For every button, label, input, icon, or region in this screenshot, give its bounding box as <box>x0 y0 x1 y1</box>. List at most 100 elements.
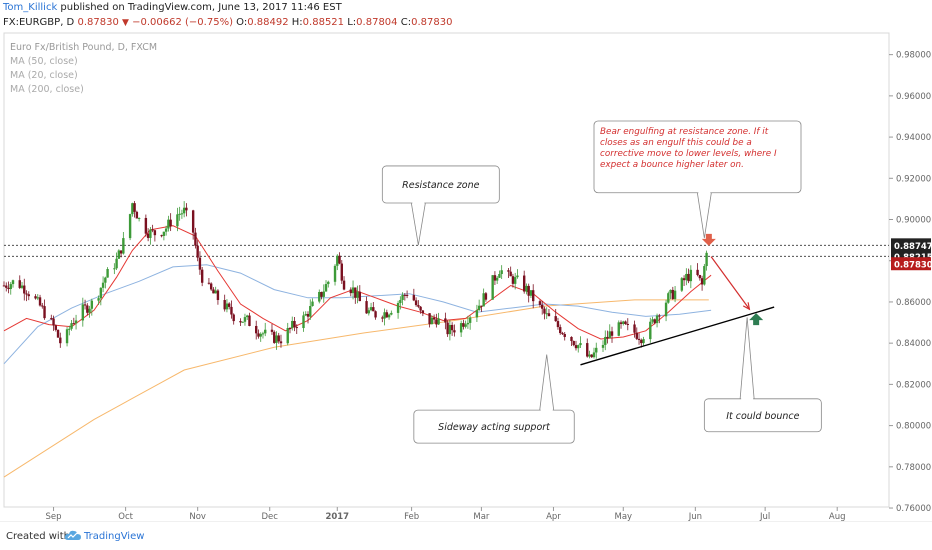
candle-body <box>525 285 528 292</box>
candle <box>239 318 242 327</box>
candle <box>522 270 526 294</box>
candle <box>421 309 425 317</box>
candle-body <box>671 289 675 300</box>
candle <box>164 225 168 236</box>
candle-body <box>477 305 481 311</box>
candle-body <box>194 232 197 246</box>
candle <box>354 287 357 304</box>
candle-body <box>214 290 217 294</box>
candle <box>592 347 596 359</box>
candle <box>38 294 42 307</box>
candle <box>387 313 391 320</box>
candle <box>610 326 614 343</box>
candle-body <box>176 214 179 227</box>
x-tick-label: Mar <box>473 512 490 522</box>
candle <box>383 308 386 326</box>
candle <box>342 276 346 291</box>
candle <box>288 327 292 334</box>
callout-box <box>381 165 500 204</box>
candle <box>86 303 89 316</box>
x-tick-label: Dec <box>261 512 278 522</box>
candle-body <box>604 336 607 345</box>
candle-body <box>448 324 452 335</box>
candle <box>246 314 249 321</box>
candle-body <box>554 316 557 322</box>
candle <box>320 291 323 300</box>
legend-entry: MA (200, close) <box>10 84 84 95</box>
annotation-callout: Bear engulfing at resistance zone. If it… <box>593 120 802 239</box>
candle-body <box>2 285 6 287</box>
candle-body <box>270 329 274 332</box>
candle-body <box>7 287 10 290</box>
x-tick-label: Apr <box>546 512 561 522</box>
candle <box>41 302 44 309</box>
candle <box>149 226 152 245</box>
candle-body <box>531 290 535 302</box>
candle <box>664 299 668 322</box>
candle <box>117 249 121 260</box>
publisher-username[interactable]: Tom_Killick <box>3 2 58 13</box>
callout-text-line: closes as an engulf this could be a <box>600 138 752 148</box>
candle <box>608 324 611 339</box>
candle <box>446 320 449 337</box>
candle <box>101 276 105 293</box>
tradingview-cloud-icon[interactable] <box>64 529 82 541</box>
y-tick-label: 0.98000 <box>896 51 931 61</box>
candle-body <box>243 317 247 322</box>
candle-body <box>635 332 638 339</box>
candle <box>531 284 535 309</box>
close-value: 0.87830 <box>411 17 453 28</box>
candle <box>43 299 46 320</box>
tradingview-brand[interactable]: TradingView <box>84 531 145 542</box>
candle <box>182 201 186 218</box>
candle-body <box>529 290 533 296</box>
candle-body <box>99 287 103 299</box>
candle-body <box>351 287 355 294</box>
candle <box>122 232 125 255</box>
candle <box>151 224 154 233</box>
candle <box>115 252 118 270</box>
candle <box>277 332 280 344</box>
candle <box>509 266 512 277</box>
candle <box>241 321 244 323</box>
candle-body <box>54 325 57 330</box>
candle-body <box>586 343 589 357</box>
candle <box>475 304 479 322</box>
candle <box>372 302 375 312</box>
candle-body <box>23 285 26 294</box>
candle-body <box>216 290 220 301</box>
candle <box>214 286 217 294</box>
candle-body <box>340 263 343 281</box>
candle <box>448 319 452 341</box>
x-tick-label: Jul <box>759 512 770 522</box>
candle-body <box>207 282 211 284</box>
chart-title: Euro Fx/British Pound, D, FXCM <box>10 42 157 53</box>
candle-body <box>651 319 654 322</box>
candle-body <box>115 258 118 269</box>
candle <box>340 260 343 284</box>
price-chart[interactable]: 0.980000.960000.940000.920000.900000.880… <box>0 0 932 522</box>
candle-body <box>610 331 614 336</box>
candle-body <box>304 313 307 316</box>
candle-body <box>696 269 699 276</box>
candle <box>270 323 274 335</box>
candle-body <box>617 322 620 336</box>
candle-body <box>640 339 643 344</box>
candle <box>414 297 418 307</box>
candle <box>227 302 231 310</box>
candle <box>336 254 339 271</box>
candle <box>655 313 659 328</box>
candle-body <box>698 275 702 279</box>
candle <box>169 213 172 232</box>
candle-body <box>68 328 71 330</box>
candle-body <box>399 299 402 304</box>
candle <box>680 276 684 293</box>
candle <box>498 270 501 279</box>
candle-body <box>619 322 623 324</box>
open-label: O: <box>236 17 248 28</box>
candle <box>554 308 557 322</box>
candle-body <box>225 303 229 310</box>
candle <box>525 283 528 295</box>
candle-body <box>385 312 389 318</box>
candle-body <box>480 305 483 307</box>
